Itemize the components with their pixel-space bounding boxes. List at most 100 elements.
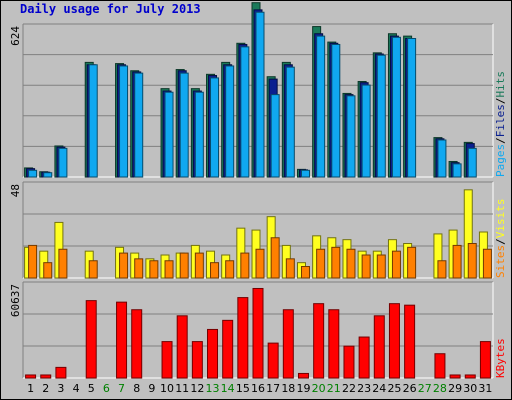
bar-kbytes-5 xyxy=(85,300,97,379)
x-tick-label-17: 17 xyxy=(266,382,280,395)
x-tick-label-5: 5 xyxy=(88,382,95,395)
bar-pages-7 xyxy=(119,65,129,178)
bar-kbytes-1 xyxy=(25,374,37,379)
bar-kbytes-18 xyxy=(282,309,294,379)
bar-pages-17 xyxy=(270,94,280,178)
bar-pages-28 xyxy=(437,139,447,178)
bar-pages-19 xyxy=(300,169,310,178)
legend-item-hits: Hits xyxy=(494,71,507,98)
x-tick-label-4: 4 xyxy=(73,382,80,395)
bar-kbytes-12 xyxy=(191,341,203,379)
bar-pages-15 xyxy=(240,46,250,178)
bar-pages-25 xyxy=(391,36,401,178)
bar-kbytes-29 xyxy=(449,374,461,379)
bar-sites-10 xyxy=(164,260,174,279)
bar-sites-31 xyxy=(482,248,492,279)
x-tick-label-18: 18 xyxy=(281,382,295,395)
bar-pages-14 xyxy=(225,65,235,178)
bar-kbytes-2 xyxy=(40,374,52,379)
x-tick-label-1: 1 xyxy=(27,382,34,395)
ymax-label-sites-visits: 48 xyxy=(9,184,22,197)
legend-item-pages: Pages xyxy=(494,144,507,177)
x-tick-label-27: 27 xyxy=(418,382,432,395)
bar-kbytes-13 xyxy=(207,328,219,379)
legend-item-kbytes: KBytes xyxy=(494,338,507,378)
bar-pages-8 xyxy=(134,72,144,178)
bar-sites-1 xyxy=(28,244,38,279)
x-tick-label-2: 2 xyxy=(42,382,49,395)
bar-sites-28 xyxy=(437,260,447,279)
bar-sites-22 xyxy=(346,248,356,279)
bar-sites-9 xyxy=(149,260,159,279)
legend-separator: / xyxy=(494,98,507,105)
bar-pages-5 xyxy=(88,64,98,178)
legend-item-visits: Visits xyxy=(494,199,507,239)
bar-pages-10 xyxy=(164,91,174,178)
bar-sites-24 xyxy=(376,254,386,279)
bar-sites-7 xyxy=(119,252,129,279)
bar-sites-5 xyxy=(88,260,98,279)
bar-kbytes-28 xyxy=(434,353,446,379)
bar-pages-29 xyxy=(452,163,462,178)
bar-sites-13 xyxy=(210,262,220,279)
bar-kbytes-31 xyxy=(479,341,491,379)
x-tick-label-14: 14 xyxy=(221,382,235,395)
bar-pages-3 xyxy=(58,147,68,178)
bar-pages-1 xyxy=(28,169,38,178)
bar-pages-21 xyxy=(331,43,341,178)
bar-sites-12 xyxy=(194,252,204,279)
bar-kbytes-8 xyxy=(131,309,143,379)
bar-sites-25 xyxy=(391,250,401,279)
x-tick-label-11: 11 xyxy=(175,382,189,395)
bar-kbytes-3 xyxy=(55,366,67,379)
x-tick-label-31: 31 xyxy=(478,382,492,395)
bar-kbytes-25 xyxy=(388,303,400,379)
legend-pages-files-hits: Pages/Files/Hits xyxy=(494,71,507,177)
legend-item-sites: Sites xyxy=(494,245,507,278)
x-tick-label-10: 10 xyxy=(160,382,174,395)
bar-sites-17 xyxy=(270,237,280,279)
bar-kbytes-30 xyxy=(464,374,476,379)
bar-sites-19 xyxy=(300,266,310,279)
bar-sites-15 xyxy=(240,252,250,279)
x-tick-label-29: 29 xyxy=(448,382,462,395)
bar-pages-23 xyxy=(361,84,371,178)
bar-kbytes-19 xyxy=(297,372,309,379)
x-tick-label-24: 24 xyxy=(372,382,386,395)
bar-pages-13 xyxy=(210,77,220,178)
legend-kbytes: KBytes xyxy=(494,338,507,378)
x-tick-label-15: 15 xyxy=(236,382,250,395)
bar-kbytes-15 xyxy=(237,297,249,379)
bar-kbytes-17 xyxy=(267,342,279,379)
x-tick-label-7: 7 xyxy=(118,382,125,395)
bar-sites-23 xyxy=(361,254,371,279)
bar-kbytes-26 xyxy=(404,304,416,379)
bar-sites-18 xyxy=(285,258,295,279)
x-tick-label-30: 30 xyxy=(463,382,477,395)
x-tick-label-22: 22 xyxy=(342,382,356,395)
bar-sites-14 xyxy=(225,260,235,279)
bar-pages-30 xyxy=(467,147,477,178)
chart-title: Daily usage for July 2013 xyxy=(20,2,201,16)
x-tick-label-3: 3 xyxy=(57,382,64,395)
bar-sites-3 xyxy=(58,248,68,279)
bar-kbytes-11 xyxy=(176,315,188,379)
bar-kbytes-22 xyxy=(343,345,355,379)
bar-sites-20 xyxy=(316,248,326,279)
bar-sites-26 xyxy=(407,246,417,279)
x-tick-label-6: 6 xyxy=(103,382,110,395)
bar-kbytes-23 xyxy=(358,336,370,379)
x-tick-label-21: 21 xyxy=(327,382,341,395)
x-tick-label-19: 19 xyxy=(296,382,310,395)
bar-sites-21 xyxy=(331,246,341,279)
bar-pages-11 xyxy=(179,72,189,178)
bar-pages-12 xyxy=(194,91,204,178)
bar-sites-8 xyxy=(134,258,144,279)
bar-kbytes-10 xyxy=(161,341,173,379)
x-tick-label-12: 12 xyxy=(190,382,204,395)
legend-separator: / xyxy=(494,238,507,245)
x-tick-label-8: 8 xyxy=(133,382,140,395)
legend-item-files: Files xyxy=(494,104,507,137)
bar-pages-18 xyxy=(285,66,295,178)
